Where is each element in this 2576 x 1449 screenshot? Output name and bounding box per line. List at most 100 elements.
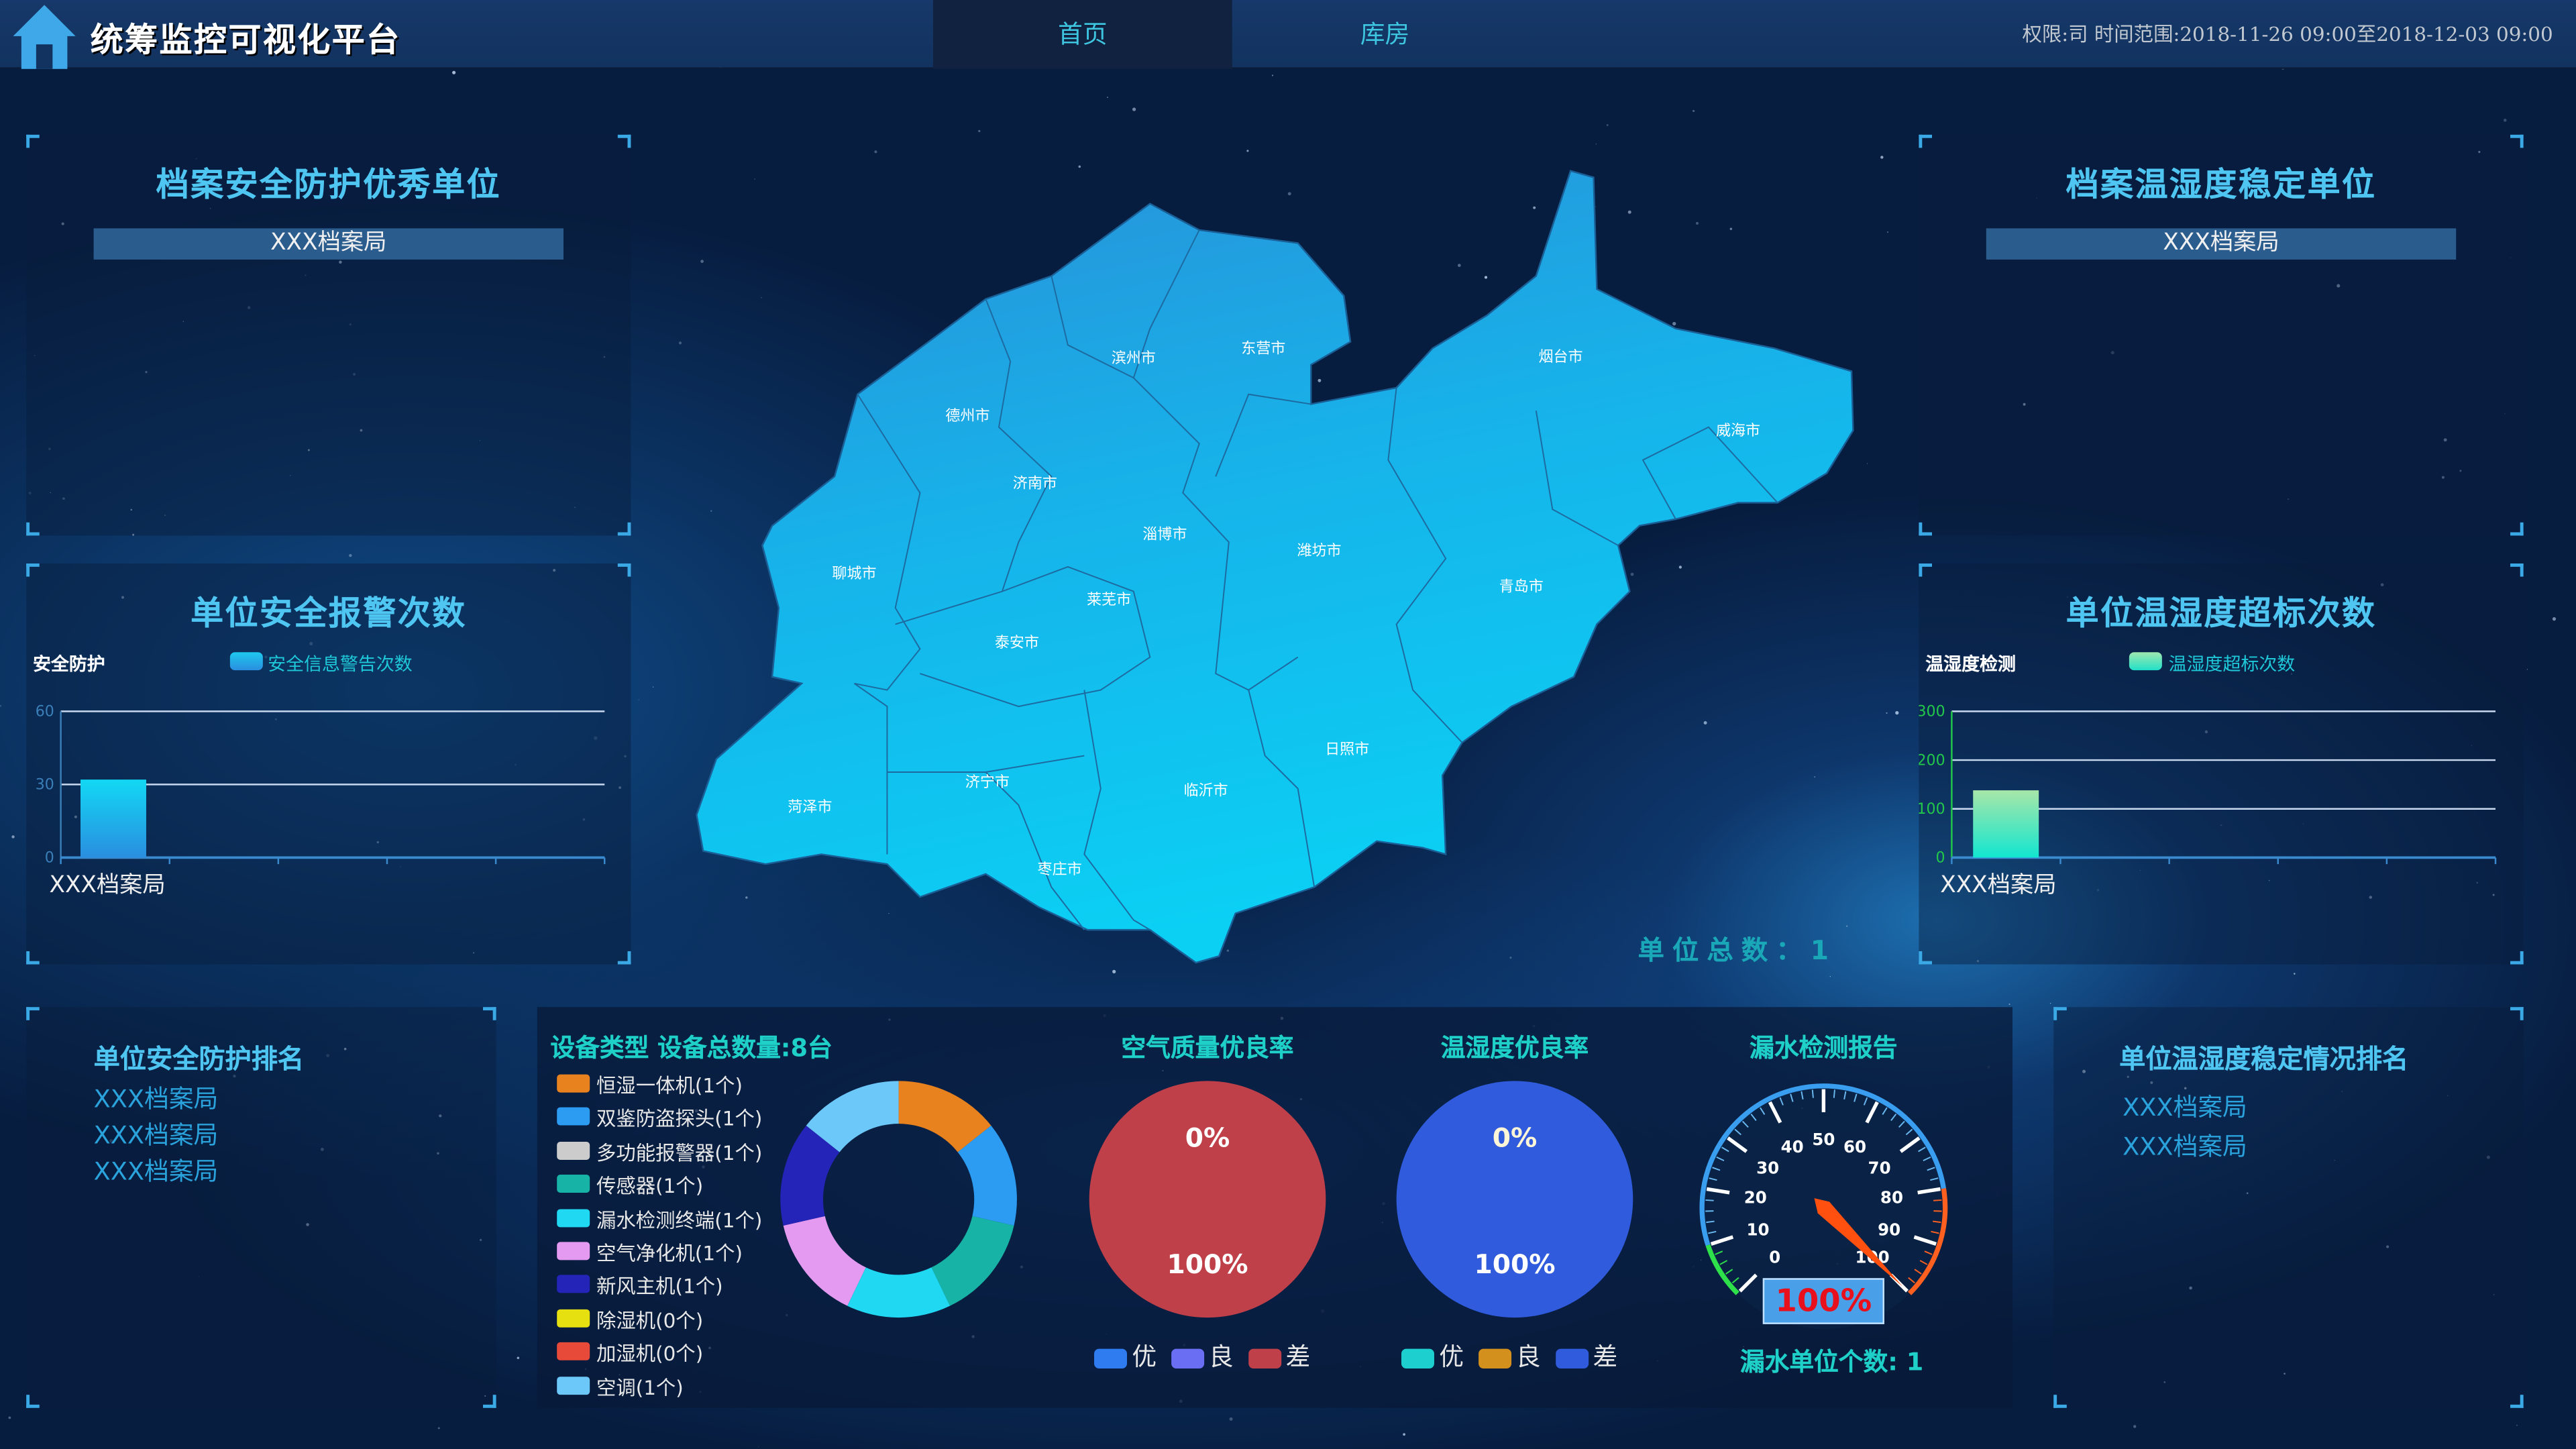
unit-item[interactable]: XXX档案局 bbox=[93, 228, 564, 260]
legend-label[interactable]: 传感器(1个) bbox=[596, 1175, 704, 1198]
unit-total-count: 单位总数：1 bbox=[1638, 934, 1837, 967]
ranking-item[interactable]: XXX档案局 bbox=[93, 1084, 219, 1114]
star bbox=[624, 755, 627, 758]
city-label[interactable]: 济宁市 bbox=[965, 774, 1010, 791]
city-label[interactable]: 青岛市 bbox=[1499, 579, 1544, 596]
city-label[interactable]: 威海市 bbox=[1716, 423, 1760, 439]
city-label[interactable]: 潍坊市 bbox=[1297, 543, 1341, 559]
legend-swatch[interactable] bbox=[557, 1074, 590, 1093]
city-label[interactable]: 滨州市 bbox=[1112, 350, 1156, 367]
legend-label[interactable]: 加湿机(0个) bbox=[596, 1342, 704, 1366]
ranking-item[interactable]: XXX档案局 bbox=[93, 1157, 219, 1187]
city-label[interactable]: 东营市 bbox=[1241, 341, 1285, 358]
city-label[interactable]: 泰安市 bbox=[995, 635, 1039, 651]
legend-swatch[interactable] bbox=[557, 1342, 590, 1361]
city-label[interactable]: 淄博市 bbox=[1142, 526, 1187, 543]
legend-swatch[interactable] bbox=[557, 1376, 590, 1395]
legend-swatch[interactable] bbox=[1171, 1348, 1204, 1368]
star bbox=[360, 429, 363, 432]
home-icon[interactable] bbox=[10, 0, 79, 69]
legend-label[interactable]: 安全信息警告次数 bbox=[268, 653, 413, 676]
tab-warehouse[interactable]: 库房 bbox=[1360, 19, 1410, 50]
star bbox=[2385, 1245, 2390, 1248]
gauge-tick-label: 0 bbox=[1769, 1248, 1780, 1267]
legend-swatch[interactable] bbox=[1094, 1348, 1128, 1368]
major-tick bbox=[1865, 1101, 1879, 1124]
donut-slice[interactable] bbox=[806, 1081, 899, 1152]
city-label[interactable]: 日照市 bbox=[1325, 741, 1369, 758]
star bbox=[1246, 150, 1249, 152]
star bbox=[479, 1238, 482, 1242]
city-label[interactable]: 德州市 bbox=[945, 408, 989, 425]
city-label[interactable]: 菏泽市 bbox=[788, 799, 832, 816]
donut-slice[interactable] bbox=[783, 1216, 866, 1306]
tab-home[interactable]: 首页 bbox=[933, 0, 1232, 69]
minor-tick bbox=[1731, 1277, 1739, 1284]
legend-swatch[interactable] bbox=[557, 1309, 590, 1328]
legend-label[interactable]: 差 bbox=[1285, 1342, 1311, 1372]
legend-label[interactable]: 良 bbox=[1208, 1342, 1234, 1372]
star bbox=[34, 355, 36, 356]
pie-slice-poor[interactable] bbox=[1396, 1081, 1633, 1318]
city-label[interactable]: 临沂市 bbox=[1183, 782, 1228, 799]
star bbox=[2139, 870, 2141, 871]
legend-label[interactable]: 双鉴防盗探头(1个) bbox=[596, 1108, 763, 1131]
donut-slice[interactable] bbox=[847, 1267, 951, 1318]
legend-swatch[interactable] bbox=[229, 652, 263, 671]
donut-slice[interactable] bbox=[780, 1125, 840, 1226]
legend-swatch[interactable] bbox=[557, 1242, 590, 1260]
city-label[interactable]: 济南市 bbox=[1013, 475, 1057, 492]
star bbox=[2233, 599, 2236, 601]
unit-item[interactable]: XXX档案局 bbox=[1986, 228, 2457, 260]
legend-label[interactable]: 温湿度超标次数 bbox=[2168, 653, 2296, 676]
city-label[interactable]: 枣庄市 bbox=[1038, 861, 1082, 878]
legend-label[interactable]: 差 bbox=[1593, 1342, 1618, 1372]
legend-swatch[interactable] bbox=[557, 1175, 590, 1193]
minor-tick bbox=[1833, 1089, 1835, 1098]
legend-label[interactable]: 优 bbox=[1439, 1342, 1464, 1372]
star bbox=[1729, 227, 1733, 230]
legend-swatch[interactable] bbox=[557, 1141, 590, 1160]
star bbox=[8, 1416, 11, 1419]
donut-slice[interactable] bbox=[931, 1216, 1014, 1306]
legend-label[interactable]: 恒湿一体机(1个) bbox=[596, 1074, 743, 1097]
gauge-value-display: 100% bbox=[1762, 1278, 1884, 1324]
star bbox=[2246, 1192, 2249, 1195]
ranking-item[interactable]: XXX档案局 bbox=[2123, 1132, 2247, 1162]
star bbox=[2049, 1003, 2051, 1004]
bar[interactable] bbox=[80, 780, 146, 858]
city-label[interactable]: 聊城市 bbox=[832, 566, 876, 582]
legend-swatch[interactable] bbox=[1478, 1348, 1511, 1368]
legend-label[interactable]: 空气净化机(1个) bbox=[596, 1242, 743, 1265]
legend-label[interactable]: 优 bbox=[1132, 1342, 1157, 1372]
gauge-tick-label: 60 bbox=[1843, 1137, 1866, 1157]
legend-label[interactable]: 除湿机(0个) bbox=[596, 1309, 704, 1332]
legend-label[interactable]: 新风主机(1个) bbox=[596, 1275, 723, 1299]
legend-swatch[interactable] bbox=[1555, 1348, 1589, 1368]
legend-swatch[interactable] bbox=[1248, 1348, 1281, 1368]
legend-swatch[interactable] bbox=[557, 1275, 590, 1294]
donut-slice[interactable] bbox=[898, 1081, 991, 1152]
city-label[interactable]: 烟台市 bbox=[1538, 349, 1582, 366]
province-outline[interactable] bbox=[696, 170, 1854, 964]
legend-swatch[interactable] bbox=[1401, 1348, 1434, 1368]
donut-slice[interactable] bbox=[957, 1125, 1017, 1226]
legend-swatch[interactable] bbox=[557, 1208, 590, 1227]
minor-tick bbox=[1706, 1220, 1715, 1224]
star bbox=[2341, 1091, 2343, 1092]
city-label[interactable]: 莱芜市 bbox=[1087, 592, 1131, 608]
pie-slice-poor[interactable] bbox=[1089, 1081, 1326, 1318]
ranking-item[interactable]: XXX档案局 bbox=[93, 1120, 219, 1150]
bar[interactable] bbox=[1973, 790, 2039, 858]
legend-swatch[interactable] bbox=[557, 1108, 590, 1126]
y-tick-label: 60 bbox=[36, 704, 54, 720]
legend-label[interactable]: 多功能报警器(1个) bbox=[596, 1141, 763, 1165]
star bbox=[339, 260, 342, 264]
legend-swatch[interactable] bbox=[2129, 652, 2162, 671]
ranking-item[interactable]: XXX档案局 bbox=[2123, 1092, 2247, 1122]
legend-label[interactable]: 空调(1个) bbox=[596, 1376, 684, 1399]
star bbox=[2127, 1075, 2129, 1078]
legend-label[interactable]: 良 bbox=[1515, 1342, 1541, 1372]
legend-label[interactable]: 漏水检测终端(1个) bbox=[596, 1208, 763, 1232]
